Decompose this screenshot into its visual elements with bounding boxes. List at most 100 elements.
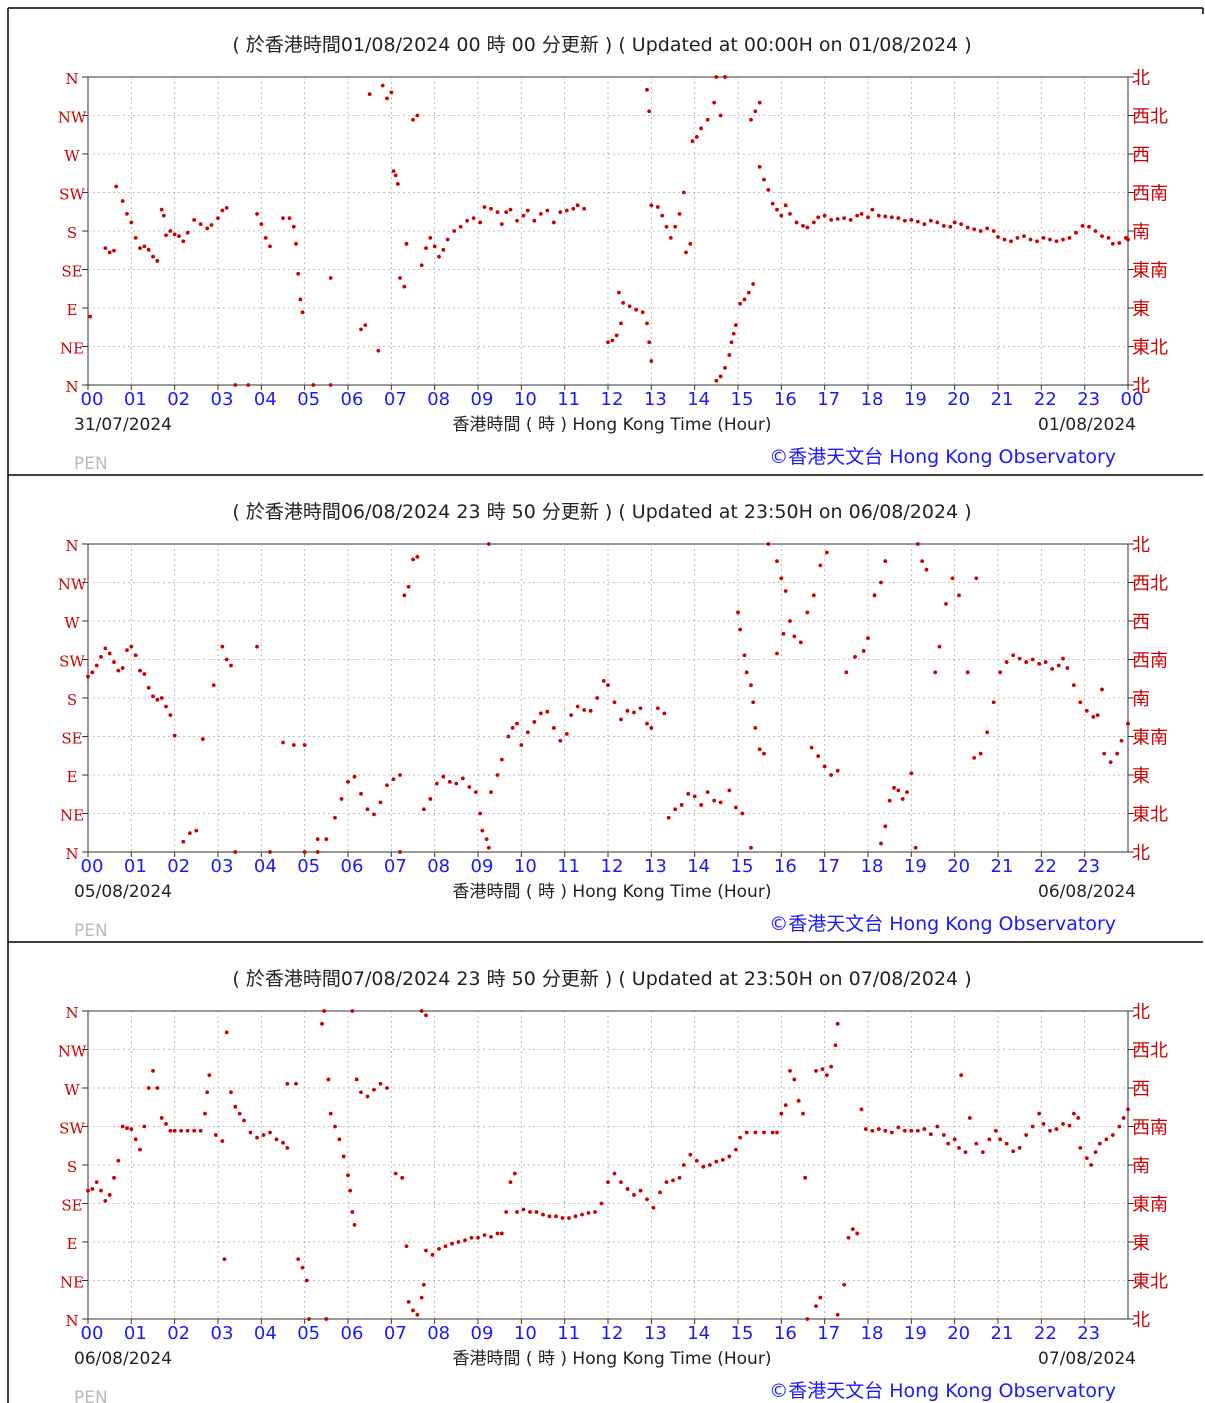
data-point: [1071, 1111, 1076, 1116]
x-tick-label: 19: [904, 856, 927, 877]
data-point: [367, 92, 372, 97]
x-tick-label: 15: [731, 856, 754, 877]
data-point: [952, 220, 957, 225]
data-point: [508, 1180, 513, 1185]
data-point: [486, 542, 491, 546]
data-point: [300, 1265, 305, 1270]
data-point: [341, 1154, 346, 1159]
data-point: [220, 208, 225, 213]
data-point: [998, 670, 1003, 675]
data-point: [432, 244, 437, 249]
data-point: [259, 222, 264, 227]
station-label: PEN: [74, 1388, 108, 1403]
data-point: [749, 117, 753, 122]
data-point: [281, 216, 285, 221]
x-tick-label: 18: [861, 1323, 884, 1344]
data-point: [224, 657, 229, 662]
data-point: [510, 726, 515, 730]
x-tick-label: 16: [774, 856, 797, 877]
data-point: [972, 755, 977, 760]
y-gridlines: [88, 1049, 1128, 1281]
data-point: [595, 696, 600, 700]
data-point: [551, 220, 556, 225]
y-tick-label-right: 西南: [1132, 1118, 1168, 1139]
x-tick-label: 08: [427, 856, 450, 877]
data-point: [350, 1009, 355, 1013]
data-point: [835, 768, 840, 773]
data-point: [922, 222, 927, 227]
data-point: [1048, 1128, 1052, 1133]
y-tick-label-right: 南: [1132, 222, 1150, 243]
data-point: [172, 1128, 177, 1133]
data-point: [1015, 235, 1020, 240]
data-point: [935, 220, 940, 225]
data-point: [103, 246, 108, 251]
data-point: [707, 1163, 712, 1167]
data-point: [978, 751, 983, 756]
data-point: [1110, 1133, 1115, 1137]
data-point: [363, 323, 368, 328]
data-point: [909, 771, 914, 776]
data-point: [571, 206, 576, 211]
data-point: [783, 203, 788, 208]
data-point: [582, 708, 587, 712]
data-point: [681, 1163, 686, 1167]
data-point: [311, 383, 316, 387]
y-tick-label-left: N: [65, 1004, 78, 1022]
y-tick-label-left: N: [65, 1312, 78, 1330]
x-tick-label: 10: [514, 389, 537, 410]
data-point: [850, 1227, 855, 1232]
data-point: [348, 1188, 353, 1193]
data-point: [779, 1111, 784, 1116]
data-point: [460, 776, 465, 781]
data-point: [1061, 1122, 1065, 1126]
x-tick-label: 14: [687, 1323, 710, 1344]
data-point: [1093, 1150, 1098, 1155]
data-point: [599, 1201, 604, 1206]
data-point: [762, 177, 766, 182]
data-point: [980, 1150, 985, 1155]
data-point: [681, 190, 686, 195]
data-point: [861, 649, 866, 653]
data-point: [805, 225, 810, 230]
data-point: [848, 217, 853, 222]
data-point: [829, 1064, 834, 1069]
data-point: [441, 247, 446, 252]
data-point: [172, 733, 177, 738]
data-point: [666, 815, 671, 820]
data-point: [213, 1133, 218, 1137]
y-tick-label-left: NW: [58, 576, 87, 594]
data-point: [393, 1171, 398, 1176]
data-point: [467, 785, 472, 789]
data-point: [593, 1210, 597, 1214]
data-point: [346, 1173, 350, 1178]
data-point: [209, 223, 214, 227]
data-point: [1050, 667, 1055, 671]
y-tick-label-left: W: [64, 614, 80, 632]
y-tick-label-right: 北: [1132, 1002, 1150, 1023]
data-point: [525, 730, 530, 735]
y-tick-label-right: 東: [1132, 1233, 1150, 1254]
data-point: [428, 235, 433, 240]
data-point: [887, 798, 892, 803]
data-point: [168, 713, 173, 718]
data-point: [619, 1180, 623, 1185]
data-point: [794, 220, 799, 225]
x-tick-label: 10: [514, 856, 537, 877]
y-axis-left: N NW W SW S SE E NE N: [58, 1004, 88, 1330]
data-point: [558, 738, 563, 743]
data-point: [224, 206, 229, 210]
x-tick-label: 08: [427, 389, 450, 410]
x-tick-label: 04: [254, 389, 277, 410]
date-left: 31/07/2024: [74, 415, 172, 435]
station-label: PEN: [74, 454, 108, 474]
copyright-label: ©香港天文台 Hong Kong Observatory: [769, 446, 1116, 468]
data-point: [974, 576, 979, 581]
date-right: 07/08/2024: [1038, 1349, 1136, 1369]
data-point: [177, 234, 181, 239]
data-point: [103, 1199, 108, 1203]
data-point: [1126, 237, 1130, 242]
data-point: [779, 576, 784, 581]
